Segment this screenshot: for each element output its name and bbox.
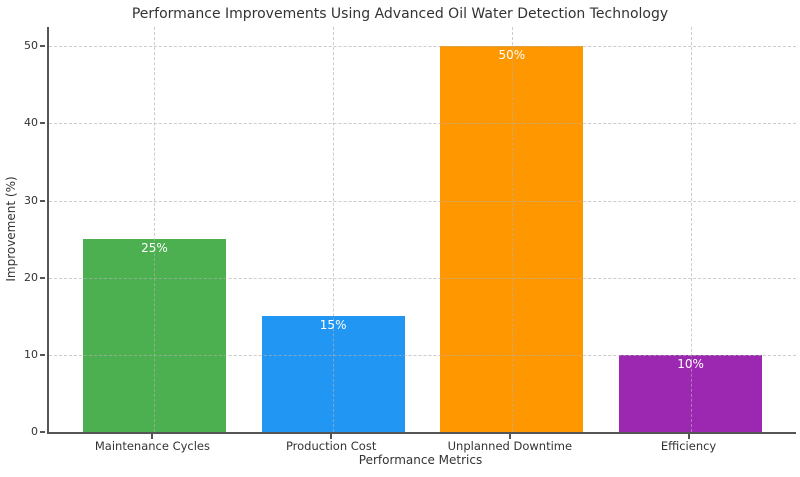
y-tick-mark [40,431,45,433]
y-tick-label: 50 [24,39,38,53]
y-tick-label: 10 [24,347,38,361]
x-tick-label: Production Cost [285,439,377,453]
x-gridline [690,27,692,432]
x-gridline [333,27,335,432]
x-tick-mark [687,434,690,439]
y-gridline [49,46,796,48]
y-tick-mark [40,276,45,279]
y-gridline [49,277,796,279]
bar-production-cost [261,316,405,432]
y-gridline [49,354,796,356]
bar-maintenance-cycles [82,239,226,432]
y-tick-mark [40,122,45,125]
x-tick-mark [151,434,154,439]
plot-area: 25% 15% 50% 10% [47,27,796,434]
x-tick-mark [330,434,333,439]
x-axis-label: Performance Metrics [358,453,483,467]
y-tick-mark [40,199,45,202]
y-tick-label: 30 [24,193,38,207]
bar-unplanned-downtime [440,46,584,432]
y-tick-label: 40 [24,116,38,130]
y-tick-mark [40,45,45,48]
y-tick-label: 0 [31,425,38,438]
y-tick-mark [40,353,45,356]
x-tick-label: Unplanned Downtime [447,439,573,453]
chart-title: Performance Improvements Using Advanced … [131,6,669,22]
bar-value-label: 25% [141,241,168,256]
y-gridline [49,123,796,125]
x-tick-mark [508,434,511,439]
x-gridline [511,27,513,432]
y-tick-label: 20 [24,270,38,284]
x-gridline [154,27,156,432]
x-tick-label: Efficiency [660,439,717,453]
bar-value-label: 15% [319,318,347,333]
x-tick-label: Maintenance Cycles [94,439,211,453]
bar-value-label: 10% [677,356,704,371]
bar-value-label: 50% [498,48,526,63]
y-gridline [49,200,796,202]
